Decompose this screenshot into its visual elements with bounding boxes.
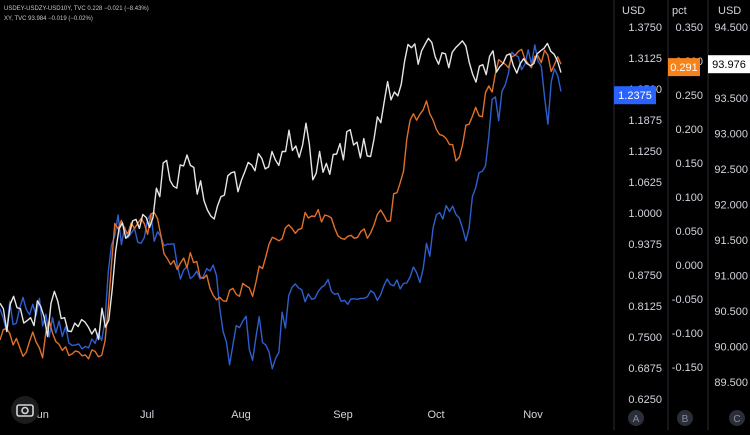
series-line-orange xyxy=(0,48,562,360)
axis-tick-label: 0.150 xyxy=(675,158,703,170)
axis-tick-label: 89.500 xyxy=(714,377,748,389)
axis-tick-label: 91.500 xyxy=(714,235,748,247)
axis-tick-label: -0.100 xyxy=(672,328,703,340)
legend-line-2: XY, TVC 93.984 −0.019 (−0.02%) xyxy=(4,16,93,22)
axis-tick-label: 1.1250 xyxy=(628,146,662,158)
axis-tick-label: 0.8125 xyxy=(628,301,662,313)
current-price-tag xyxy=(708,55,750,74)
axis-tick-label: 1.3125 xyxy=(628,53,662,65)
x-tick-label: Nov xyxy=(523,409,543,421)
axis-tick-label: 92.500 xyxy=(714,164,748,176)
axis-tick-label: 0.6875 xyxy=(628,363,662,375)
axis-title: USD xyxy=(718,5,741,17)
axis-tick-label: 1.1875 xyxy=(628,115,662,127)
axis-tick-label: 1.0000 xyxy=(628,208,662,220)
x-tick-label: Jul xyxy=(140,409,154,421)
x-tick-label: Oct xyxy=(427,409,444,421)
series-line-blue xyxy=(0,44,562,370)
axis-tick-label: 0.9375 xyxy=(628,239,662,251)
axis-tick-label: 1.0625 xyxy=(628,177,662,189)
axis-tick-label: -0.150 xyxy=(672,362,703,374)
axis-tick-label: 0.6250 xyxy=(628,394,662,406)
axis-tick-label: 90.500 xyxy=(714,306,748,318)
price-axis-usd-index[interactable]: USD94.50094.00093.50093.00092.50092.0009… xyxy=(708,5,750,426)
x-tick-label: Sep xyxy=(333,409,353,421)
current-price-label: 93.976 xyxy=(712,59,746,71)
axis-tick-label: 93.000 xyxy=(714,129,748,141)
axis-tick-label: 0.250 xyxy=(675,90,703,102)
axis-footer-letter: C xyxy=(733,414,740,425)
axis-footer-letter: B xyxy=(682,414,689,425)
axis-tick-label: 0.8750 xyxy=(628,270,662,282)
current-price-label: 1.2375 xyxy=(618,90,652,102)
axis-footer-badge[interactable] xyxy=(729,410,745,426)
series-layer xyxy=(0,37,562,370)
axis-title: USD xyxy=(622,5,645,17)
current-price-tag xyxy=(668,58,700,77)
legend-line-1: USDEY-USDZY-USD10Y, TVC 0.228 −0.021 (−8… xyxy=(4,6,149,12)
axis-tick-label: 0.350 xyxy=(675,22,703,34)
camera-icon[interactable] xyxy=(11,396,39,424)
price-axis-pct[interactable]: pct0.3500.3000.2500.2000.1500.1000.0500.… xyxy=(668,5,703,426)
axis-tick-label: 94.500 xyxy=(714,22,748,34)
axis-footer-badge[interactable] xyxy=(628,410,644,426)
x-tick-label: Aug xyxy=(231,409,251,421)
axis-tick-label: 0.200 xyxy=(675,124,703,136)
current-price-label: 0.291 xyxy=(670,62,698,74)
axis-tick-label: 0.000 xyxy=(675,260,703,272)
price-axis-usd[interactable]: USD1.37501.31251.25001.18751.12501.06251… xyxy=(614,5,662,426)
axis-footer-letter: A xyxy=(633,414,640,425)
axis-title: pct xyxy=(672,5,687,17)
current-price-tag xyxy=(614,86,656,105)
axis-tick-label: 0.100 xyxy=(675,192,703,204)
axis-tick-label: 0.7500 xyxy=(628,332,662,344)
axis-tick-label: -0.050 xyxy=(672,294,703,306)
series-line-white xyxy=(0,37,562,341)
axis-footer-badge[interactable] xyxy=(677,410,693,426)
axis-tick-label: 90.000 xyxy=(714,342,748,354)
axis-tick-label: 0.050 xyxy=(675,226,703,238)
axis-tick-label: 1.3750 xyxy=(628,22,662,34)
axis-tick-label: 91.000 xyxy=(714,271,748,283)
axis-tick-label: 92.000 xyxy=(714,200,748,212)
axis-tick-label: 93.500 xyxy=(714,93,748,105)
